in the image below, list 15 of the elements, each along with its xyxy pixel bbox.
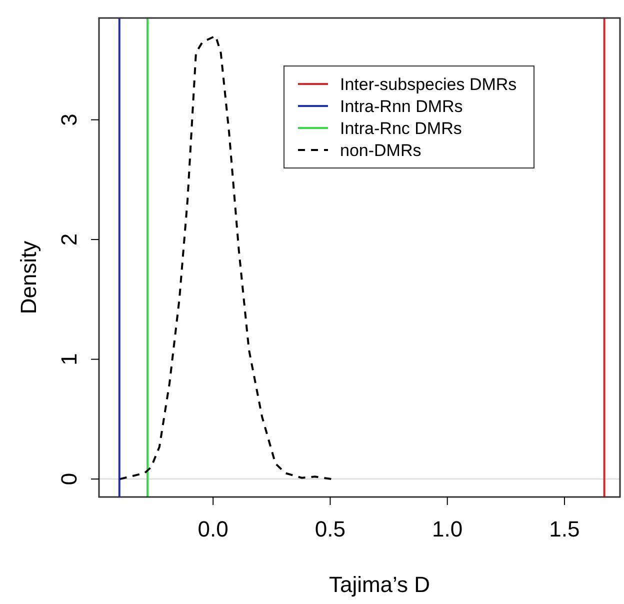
line-series [118, 34, 332, 480]
y-tick-label: 3 [56, 114, 82, 126]
y-tick-label: 0 [56, 472, 82, 486]
x-tick-label: 0.0 [198, 516, 228, 542]
y-tick-label: 2 [56, 233, 82, 246]
y-tick-label: 1 [56, 353, 82, 366]
legend-label: Intra-Rnn DMRs [340, 96, 463, 116]
x-axis-title: Tajima’s D [328, 572, 430, 597]
x-tick-label: 1.0 [432, 516, 463, 542]
x-tick-label: 1.5 [549, 516, 580, 542]
legend-label: Inter-subspecies DMRs [340, 74, 517, 94]
legend-label: non-DMRs [340, 140, 422, 160]
legend-label: Intra-Rnc DMRs [340, 118, 462, 138]
y-axis-title: Density [16, 240, 41, 314]
x-tick-label: 0.5 [314, 516, 346, 542]
